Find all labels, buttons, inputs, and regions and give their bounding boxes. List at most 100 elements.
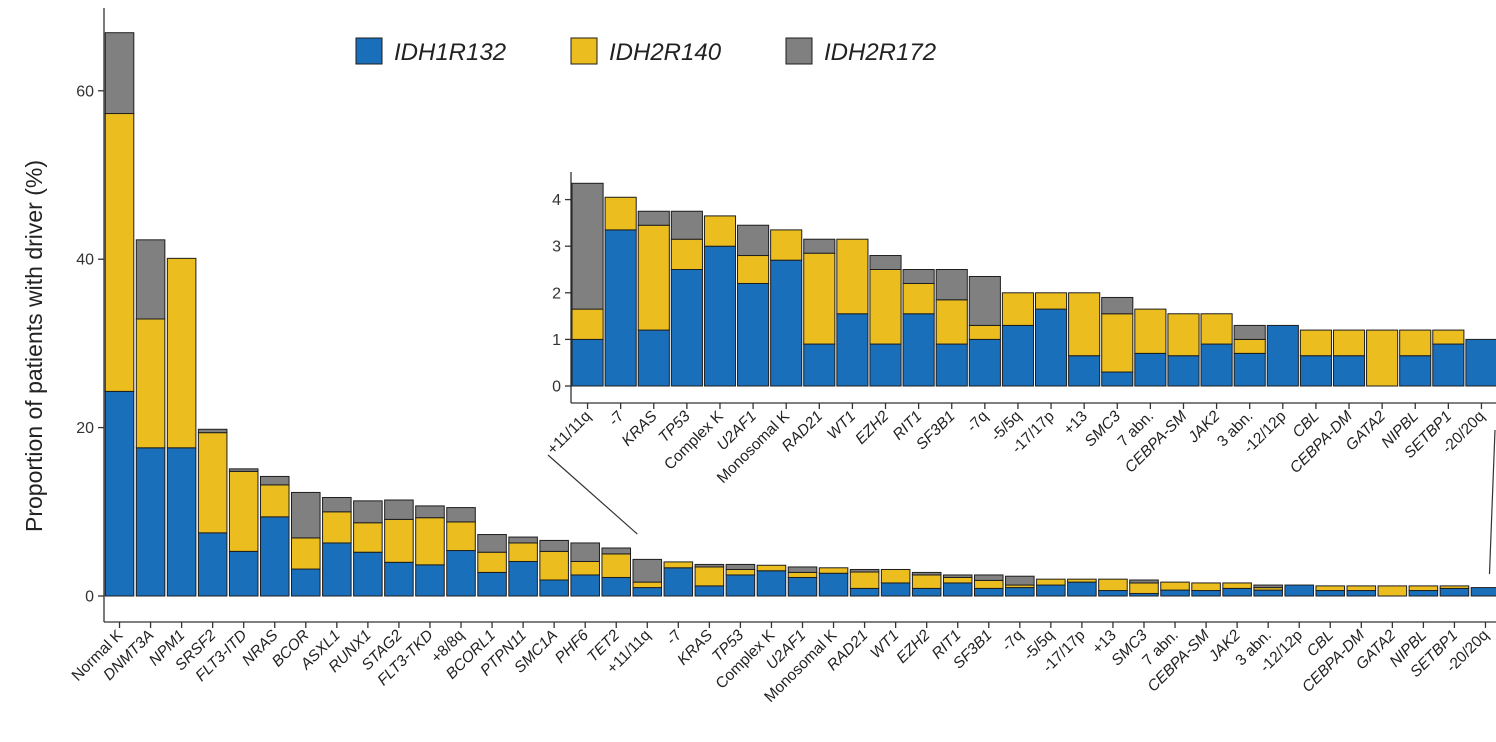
main-x-label-kras: KRAS <box>674 626 716 668</box>
main-bar-cbl-idh2r140 <box>1315 585 1346 592</box>
inset-bar-cebpa-sm-idh1r132 <box>1167 355 1200 387</box>
legend-label-idh2r172: IDH2R172 <box>824 39 936 66</box>
main-bar-dnmt3a-idh2r172 <box>135 239 166 320</box>
inset-bar-7-abn-idh2r140 <box>1134 308 1167 354</box>
main-bar-7-abn-idh2r140 <box>1160 581 1190 591</box>
main-bar-jak2-idh2r140 <box>1222 582 1252 589</box>
main-bar-rad21-idh2r140 <box>849 571 880 589</box>
inset-connector-lines <box>547 429 1496 575</box>
main-bar-tet2-idh2r172 <box>601 547 632 555</box>
inset-bar-gata2-idh2r140 <box>1366 329 1399 387</box>
inset-bar-smc3-idh2r140 <box>1101 313 1134 373</box>
inset-bar-u2af1-idh2r140 <box>737 255 770 284</box>
legend-swatch-idh1r132 <box>355 37 383 65</box>
main-bar-cebpa-dm-idh1r132 <box>1346 590 1377 597</box>
inset-x-label-7: -7 <box>606 408 628 430</box>
inset-y-tick-label: 0 <box>552 379 561 396</box>
main-bar-7q-idh2r172 <box>1005 575 1035 586</box>
inset-bar-jak2-idh1r132 <box>1200 343 1233 387</box>
main-bar-5-5q-idh1r132 <box>1036 584 1066 597</box>
main-bar-5-5q-idh2r140 <box>1036 578 1066 586</box>
main-bar-ptpn11-idh2r172 <box>508 536 538 544</box>
main-bar-nras-idh1r132 <box>259 516 290 597</box>
main-bar-nipbl-idh1r132 <box>1408 590 1439 597</box>
main-x-label-phf6: PHF6 <box>552 627 592 667</box>
inset-bar-3-abn-idh2r172 <box>1233 324 1266 340</box>
legend-swatch-idh2r172 <box>785 37 813 65</box>
main-bar-rit1-idh2r172 <box>942 574 973 578</box>
inset-bar-monosomal-k-idh1r132 <box>770 259 803 387</box>
main-bar-phf6-idh2r140 <box>570 560 600 576</box>
main-bar-monosomal-k-idh2r140 <box>818 567 849 574</box>
main-x-label-ezh2: EZH2 <box>893 627 933 667</box>
inset-bar-sf3b1-idh2r172 <box>935 269 968 301</box>
inset-x-label-ezh2: EZH2 <box>852 408 892 448</box>
main-bar-cebpa-sm-idh2r140 <box>1191 582 1221 592</box>
main-bar-wt1-idh1r132 <box>880 582 911 597</box>
inset-bar-monosomal-k-idh2r140 <box>770 229 803 261</box>
inset-bar-cbl-idh2r140 <box>1299 329 1332 357</box>
inset-bar-sf3b1-idh2r140 <box>935 299 968 345</box>
main-bar-npm1-idh2r140 <box>166 257 197 449</box>
main-bar-normal-k-idh2r172 <box>104 32 135 115</box>
main-bar-setbp1-idh2r140 <box>1439 585 1470 589</box>
main-bar-plus-11-11q-idh2r172 <box>632 558 663 583</box>
main-bar-gata2-idh2r140 <box>1377 585 1408 597</box>
main-bar-7q-idh1r132 <box>1005 587 1035 597</box>
inset-axes <box>570 172 1496 404</box>
main-bar-plus-13-idh2r140 <box>1098 578 1128 592</box>
inset-bar-17-17p-idh1r132 <box>1034 308 1068 387</box>
inset-bar-7-idh2r140 <box>604 196 637 231</box>
inset-bar-cebpa-sm-idh2r140 <box>1167 313 1200 357</box>
main-bar-stag2-idh1r132 <box>384 561 414 597</box>
inset-bar-rit1-idh2r172 <box>902 269 935 284</box>
inset-bar-20-20q-idh1r132 <box>1465 338 1496 387</box>
main-bar-smc1a-idh2r172 <box>539 539 569 552</box>
main-bar-rad21-idh2r172 <box>849 568 880 573</box>
main-bar-7-abn-idh1r132 <box>1160 589 1190 597</box>
main-bar-npm1-idh1r132 <box>166 447 197 597</box>
main-bar-nras-idh2r172 <box>259 475 290 486</box>
inset-bar-nipbl-idh2r140 <box>1399 329 1432 357</box>
main-bar-cebpa-sm-idh1r132 <box>1191 590 1221 597</box>
main-bar-plus-11-11q-idh1r132 <box>632 587 663 597</box>
main-bar-srsf2-idh2r172 <box>197 428 228 434</box>
y-axis-label: Proportion of patients with driver (%) <box>21 160 47 532</box>
inset-bar-17-17p-idh2r140 <box>1034 292 1068 310</box>
inset-bar-kras-idh2r140 <box>637 224 670 331</box>
main-bar-17-17p-idh1r132 <box>1067 581 1097 597</box>
main-bar-nras-idh2r140 <box>259 484 290 518</box>
main-x-labels: Normal KDNMT3ANPM1SRSF2FLT3-ITDNRASBCORA… <box>69 622 1492 706</box>
main-bar-runx1-idh2r140 <box>353 522 383 553</box>
main-bar-flt3-tkd-idh1r132 <box>415 564 445 597</box>
inset-bar-ezh2-idh1r132 <box>869 343 902 387</box>
inset-bar-sf3b1-idh1r132 <box>935 343 968 387</box>
main-bar-normal-k-idh1r132 <box>104 390 135 597</box>
inset-bar-plus-11-11q-idh2r172 <box>571 182 604 310</box>
main-bar-flt3-tkd-idh2r172 <box>415 505 445 519</box>
main-bar-smc3-idh2r140 <box>1129 582 1159 594</box>
inset-bar-complex-k-idh2r140 <box>703 215 737 247</box>
inset-bar-ezh2-idh2r140 <box>869 269 902 345</box>
main-bar-runx1-idh1r132 <box>353 551 383 597</box>
legend-label-idh2r140: IDH2R140 <box>609 39 722 66</box>
connector-line-right <box>1488 429 1496 575</box>
inset-bar-tp53-idh1r132 <box>670 269 703 387</box>
inset-bar-3-abn-idh2r140 <box>1233 338 1266 354</box>
inset-bar-setbp1-idh1r132 <box>1432 343 1465 387</box>
main-bar-setbp1-idh1r132 <box>1439 587 1470 597</box>
inset-y-tick-label: 2 <box>552 285 561 302</box>
inset-bar-tp53-idh2r140 <box>670 238 703 271</box>
main-bar-7-idh2r140 <box>663 561 694 569</box>
main-bar-plus-11-11q-idh2r140 <box>632 581 663 589</box>
inset-y-ticks: 0 1 2 3 4 <box>552 192 571 396</box>
main-bar-plus-8-8q-idh1r132 <box>446 550 476 597</box>
inset-bar-plus-11-11q-idh2r140 <box>571 308 604 340</box>
main-bar-bcor-idh2r140 <box>291 537 321 570</box>
inset-bar-kras-idh2r172 <box>637 210 670 226</box>
main-bar-tp53-idh2r140 <box>725 568 756 576</box>
legend-label-idh1r132: IDH1R132 <box>394 39 506 66</box>
main-bar-bcor-idh2r172 <box>291 491 321 539</box>
inset-bar-rit1-idh1r132 <box>902 313 935 387</box>
